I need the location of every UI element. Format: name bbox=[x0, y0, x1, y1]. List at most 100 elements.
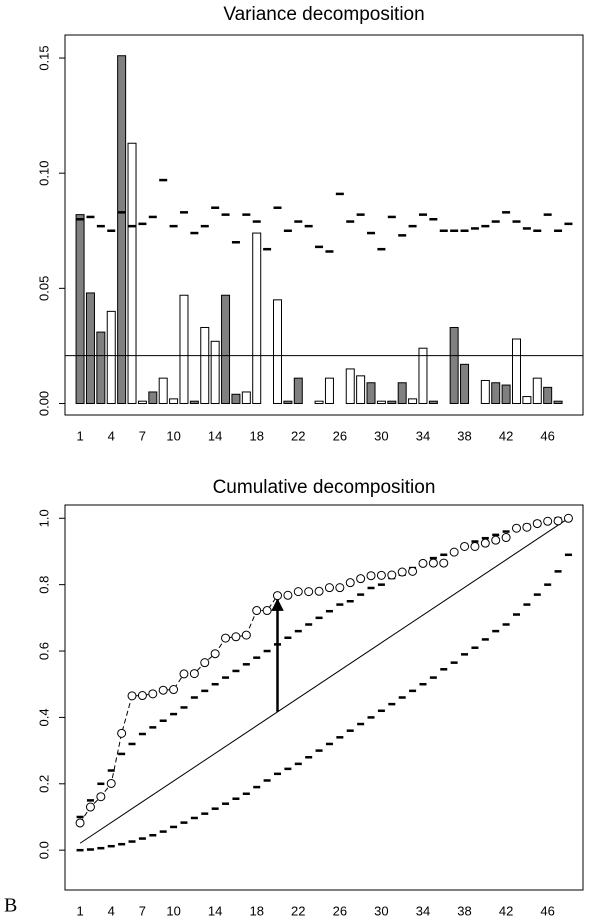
bar bbox=[221, 294, 231, 404]
plot-frame bbox=[64, 504, 584, 891]
chart-title: Variance decomposition bbox=[223, 4, 424, 25]
bar bbox=[387, 400, 397, 404]
bar bbox=[511, 338, 521, 404]
bar bbox=[553, 400, 563, 404]
bar bbox=[169, 398, 179, 404]
bar bbox=[231, 393, 241, 404]
point bbox=[366, 571, 376, 581]
bar bbox=[356, 375, 366, 404]
point bbox=[117, 728, 127, 738]
bar bbox=[210, 340, 220, 404]
bar bbox=[491, 382, 501, 404]
x-tick-label: 38 bbox=[457, 428, 471, 443]
point bbox=[356, 574, 366, 584]
x-tick-label: 1 bbox=[76, 903, 83, 918]
x-tick-label: 26 bbox=[333, 428, 347, 443]
point bbox=[272, 591, 282, 601]
chart-title: Cumulative decomposition bbox=[213, 477, 436, 498]
bar bbox=[252, 232, 262, 404]
point bbox=[532, 519, 542, 529]
diagonal-line bbox=[79, 517, 569, 844]
point bbox=[511, 523, 521, 533]
point bbox=[460, 541, 470, 551]
bar bbox=[158, 377, 168, 404]
bar bbox=[522, 396, 532, 404]
point bbox=[137, 691, 147, 701]
y-tick-label: 0.15 bbox=[36, 45, 51, 70]
point bbox=[314, 586, 324, 596]
x-tick-label: 42 bbox=[499, 903, 513, 918]
y-tick-label: 0.05 bbox=[36, 276, 51, 301]
bar bbox=[418, 347, 428, 404]
point bbox=[304, 587, 314, 597]
bar bbox=[397, 382, 407, 404]
bar bbox=[324, 377, 334, 404]
bar bbox=[314, 400, 324, 404]
x-tick-label: 26 bbox=[333, 903, 347, 918]
point bbox=[439, 558, 449, 568]
x-tick-label: 7 bbox=[139, 428, 146, 443]
point bbox=[241, 630, 251, 640]
bar bbox=[117, 55, 127, 404]
point bbox=[85, 802, 95, 812]
x-tick-label: 46 bbox=[540, 903, 554, 918]
bar bbox=[127, 142, 137, 404]
bar bbox=[189, 400, 199, 404]
x-tick-label: 34 bbox=[416, 428, 430, 443]
point bbox=[106, 778, 116, 788]
point bbox=[231, 632, 241, 642]
x-tick-label: 14 bbox=[208, 428, 222, 443]
point bbox=[553, 516, 563, 526]
bar bbox=[148, 391, 158, 404]
x-tick-label: 7 bbox=[139, 903, 146, 918]
y-tick-label: 0.6 bbox=[36, 642, 51, 660]
y-tick-label: 0.2 bbox=[36, 775, 51, 793]
point bbox=[148, 689, 158, 699]
x-tick-label: 10 bbox=[166, 428, 180, 443]
point bbox=[127, 691, 137, 701]
x-tick-label: 22 bbox=[291, 903, 305, 918]
bar bbox=[137, 400, 147, 404]
point bbox=[189, 669, 199, 679]
point bbox=[522, 522, 532, 532]
point bbox=[543, 516, 553, 526]
point bbox=[470, 541, 480, 551]
x-tick-label: 4 bbox=[108, 903, 115, 918]
x-tick-label: 14 bbox=[208, 903, 222, 918]
point bbox=[397, 567, 407, 577]
bar bbox=[293, 377, 303, 404]
point bbox=[491, 535, 501, 545]
plot-frame bbox=[64, 34, 584, 416]
y-tick-label: 0.0 bbox=[36, 841, 51, 859]
x-tick-label: 42 bbox=[499, 428, 513, 443]
x-tick-label: 34 bbox=[416, 903, 430, 918]
point bbox=[418, 558, 428, 568]
point bbox=[480, 538, 490, 548]
point bbox=[75, 818, 85, 828]
point bbox=[563, 513, 573, 523]
bar bbox=[460, 363, 470, 404]
point bbox=[252, 606, 262, 616]
point bbox=[210, 649, 220, 659]
bar bbox=[376, 400, 386, 404]
bar bbox=[501, 384, 511, 404]
point bbox=[335, 583, 345, 593]
point bbox=[387, 570, 397, 580]
y-tick-label: 0.8 bbox=[36, 576, 51, 594]
y-tick-label: 0.00 bbox=[36, 391, 51, 416]
bar bbox=[345, 368, 355, 404]
x-tick-label: 18 bbox=[249, 428, 263, 443]
bar bbox=[85, 292, 95, 404]
bar bbox=[106, 310, 116, 404]
bar bbox=[283, 400, 293, 404]
bar bbox=[543, 386, 553, 404]
bar bbox=[75, 214, 85, 404]
point bbox=[501, 533, 511, 543]
bar bbox=[272, 299, 282, 404]
x-tick-label: 38 bbox=[457, 903, 471, 918]
x-tick-label: 18 bbox=[249, 903, 263, 918]
x-tick-label: 22 bbox=[291, 428, 305, 443]
y-tick-label: 0.4 bbox=[36, 708, 51, 726]
x-tick-label: 1 bbox=[76, 428, 83, 443]
